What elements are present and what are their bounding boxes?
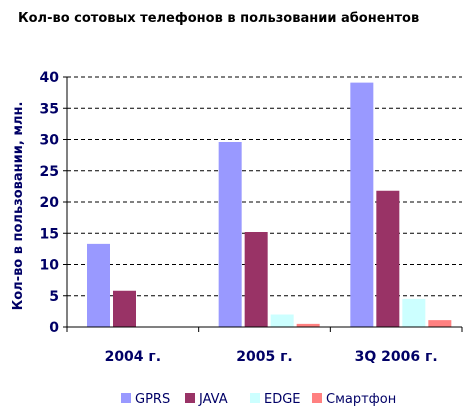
bar-java-2 [244,232,268,327]
bar-java-1 [113,290,136,327]
legend: GPRS JAVA EDGE Смартфон [121,392,396,407]
bar-gprs-2 [218,142,242,327]
bars [87,82,452,327]
legend-label: GPRS [135,392,170,407]
x-tick-label: 2005 г. [236,349,292,365]
bar-edge-3 [402,298,426,327]
y-tick-label: 20 [40,195,60,211]
bar-edge-2 [270,314,294,327]
legend-label: EDGE [264,392,301,407]
legend-swatch [312,393,322,403]
bar-gprs-3 [350,82,374,327]
y-tick-label: 30 [40,133,60,149]
chart-title: Кол-во сотовых телефонов в пользовании а… [18,11,419,26]
legend-swatch [121,393,131,403]
y-tick-label: 35 [40,101,59,117]
legend-item: GPRS [121,392,170,407]
legend-swatch [250,393,260,403]
y-axis-label: Кол-во в пользовании, млн. [11,102,26,311]
bar-java-3 [376,190,400,327]
y-tick-label: 0 [49,320,59,336]
bar-смартфон-2 [296,323,320,327]
y-tick-label: 25 [40,164,59,180]
legend-item: JAVA [185,392,228,407]
y-tick-label: 5 [49,289,59,305]
legend-swatch [185,393,195,403]
y-tick-label: 15 [40,226,59,242]
bar-смартфон-3 [428,320,452,327]
legend-item: EDGE [250,392,301,407]
y-tick-label: 40 [40,70,60,86]
legend-item: Смартфон [312,392,396,407]
y-tick-label: 10 [40,258,60,274]
legend-label: JAVA [198,392,228,407]
x-tick-label: 2004 г. [105,349,161,365]
legend-label: Смартфон [326,392,396,407]
axes: 0 5 10 15 20 25 30 35 40 2004 г. 2005 г. 3Q 2006 г. [40,70,463,365]
x-tick-label: 3Q 2006 г. [355,349,438,365]
bar-gprs-1 [87,243,110,327]
